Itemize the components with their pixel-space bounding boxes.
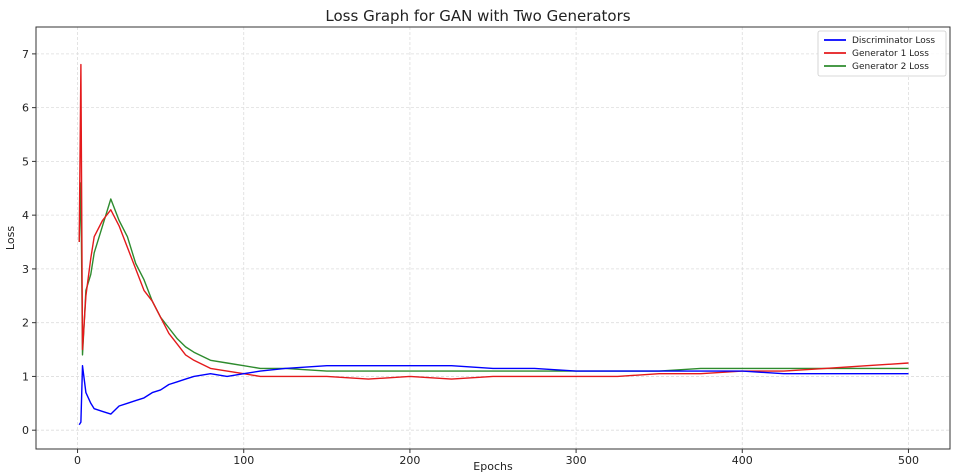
legend-label: Discriminator Loss [852,36,935,46]
grid [36,27,950,449]
y-tick-label: 2 [22,317,29,330]
y-tick-label: 1 [22,370,29,383]
plot-frame [35,26,951,450]
y-tick-label: 6 [22,102,29,115]
x-tick-label: 400 [732,454,753,467]
legend-label: Generator 1 Loss [852,49,929,59]
chart-title: Loss Graph for GAN with Two Generators [325,7,630,25]
series-line-0 [78,365,909,426]
x-tick-label: 500 [898,454,919,467]
y-axis-label: Loss [4,226,17,250]
legend-box [817,30,947,77]
series-line-1 [78,63,909,380]
y-tick-label: 4 [22,209,29,222]
x-tick-label: 200 [399,454,420,467]
y-tick-label: 0 [22,424,29,437]
x-tick-label: 300 [566,454,587,467]
y-tick-label: 3 [22,263,29,276]
x-axis-label: Epochs [473,460,513,473]
series-layer [78,63,909,426]
legend-label: Generator 2 Loss [852,62,929,72]
series-line-2 [78,182,909,372]
axis-ticks: 0 100 200 300 400 500 0 1 2 3 4 5 6 7 [22,48,919,467]
y-tick-label: 5 [22,155,29,168]
y-tick-label: 7 [22,48,29,61]
x-tick-label: 0 [74,454,81,467]
legend: Discriminator Loss Generator 1 Loss Genera… [817,30,947,77]
x-tick-label: 100 [233,454,254,467]
